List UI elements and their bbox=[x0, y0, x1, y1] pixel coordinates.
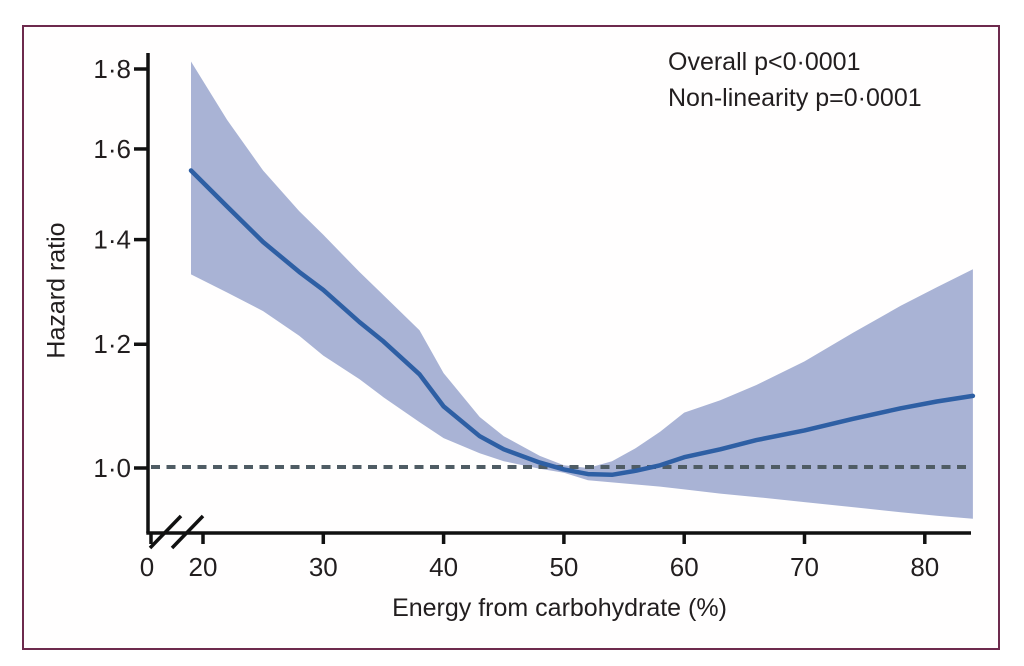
overall-p-value: Overall p<0·0001 bbox=[668, 48, 861, 76]
x-tick-label: 40 bbox=[429, 552, 458, 582]
y-tick-label: 1·8 bbox=[93, 54, 131, 84]
x-tick-label: 50 bbox=[549, 552, 578, 582]
x-tick-label: 20 bbox=[189, 552, 218, 582]
y-axis-title: Hazard ratio bbox=[42, 222, 71, 359]
x-tick-label: 60 bbox=[670, 552, 699, 582]
axis-break-slash bbox=[170, 514, 205, 550]
y-tick-label: 1·2 bbox=[93, 329, 131, 359]
x-tick-label: 30 bbox=[309, 552, 338, 582]
nonlinearity-p-value: Non-linearity p=0·0001 bbox=[668, 84, 922, 112]
y-tick-label: 1·6 bbox=[93, 134, 131, 164]
x-axis-title: Energy from carbohydrate (%) bbox=[392, 594, 727, 622]
y-tick-label: 1·4 bbox=[93, 225, 131, 255]
x-tick-label: 80 bbox=[910, 552, 939, 582]
p-value-annotations: Overall p<0·0001 Non-linearity p=0·0001 bbox=[668, 44, 922, 116]
hazard-ratio-curve bbox=[188, 168, 976, 478]
figure-border bbox=[22, 25, 1000, 650]
y-tick-label: 1·0 bbox=[93, 453, 131, 483]
x-tick-label: 70 bbox=[790, 552, 819, 582]
axis-break-slash bbox=[148, 514, 183, 550]
confidence-band bbox=[191, 61, 973, 519]
x-tick-label: 0 bbox=[140, 552, 154, 582]
